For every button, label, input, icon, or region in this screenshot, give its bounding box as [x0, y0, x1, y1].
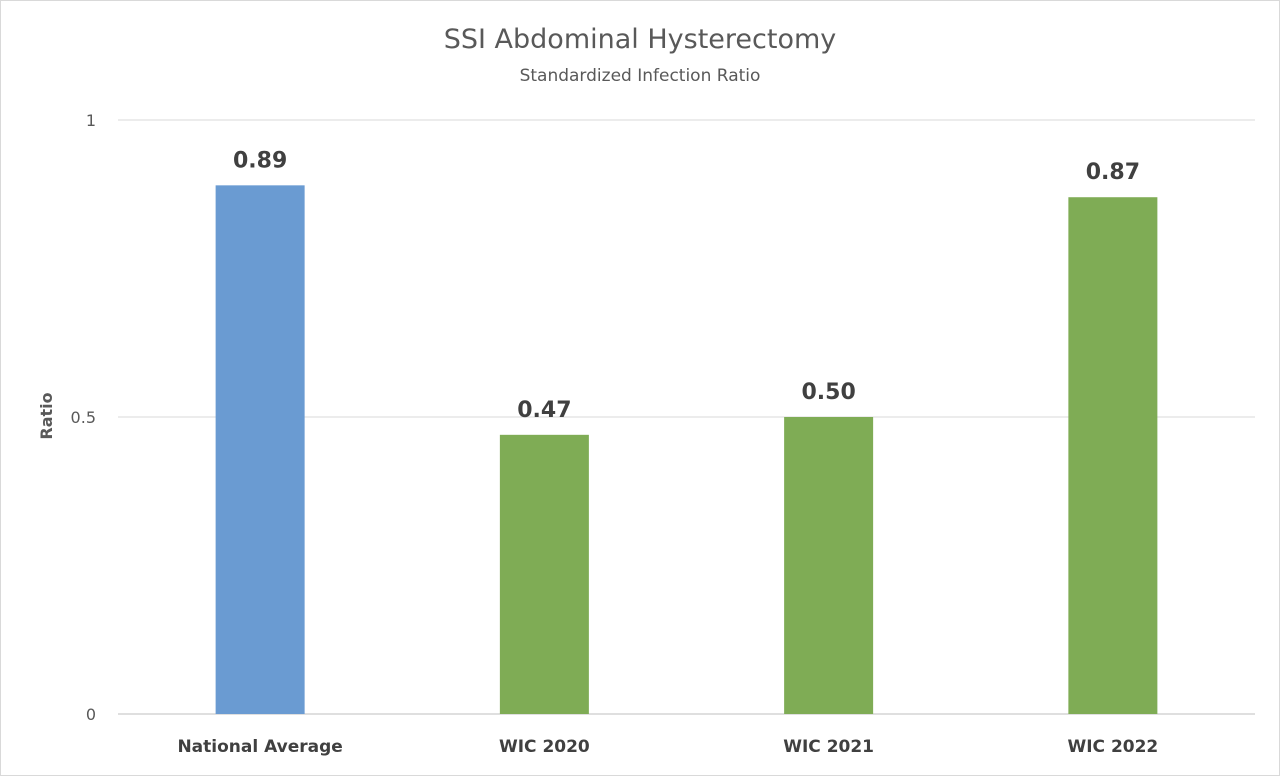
y-tick-label: 0.5 [71, 408, 96, 427]
category-label: National Average [177, 737, 342, 757]
data-labels: 0.89 0.47 0.50 0.87 [233, 148, 1140, 422]
chart-title: SSI Abdominal Hysterectomy [444, 24, 837, 55]
bars [215, 185, 1158, 715]
category-label: WIC 2021 [783, 737, 874, 757]
data-label: 0.89 [233, 148, 287, 173]
data-label: 0.87 [1086, 160, 1140, 185]
category-label: WIC 2020 [499, 737, 590, 757]
category-label: WIC 2022 [1067, 737, 1158, 757]
bar [215, 185, 305, 715]
bar [499, 434, 589, 714]
y-tick-label: 1 [86, 111, 96, 130]
bar [784, 417, 874, 714]
y-axis-title: Ratio [37, 392, 56, 439]
bar [1068, 197, 1158, 715]
data-label: 0.50 [801, 380, 855, 405]
category-labels: National Average WIC 2020 WIC 2021 WIC 2022 [177, 737, 1158, 757]
y-axis-ticks: 00.51 [71, 111, 96, 724]
data-label: 0.47 [517, 398, 571, 423]
chart-subtitle: Standardized Infection Ratio [520, 66, 761, 86]
gridlines [118, 119, 1255, 715]
y-tick-label: 0 [86, 705, 96, 724]
